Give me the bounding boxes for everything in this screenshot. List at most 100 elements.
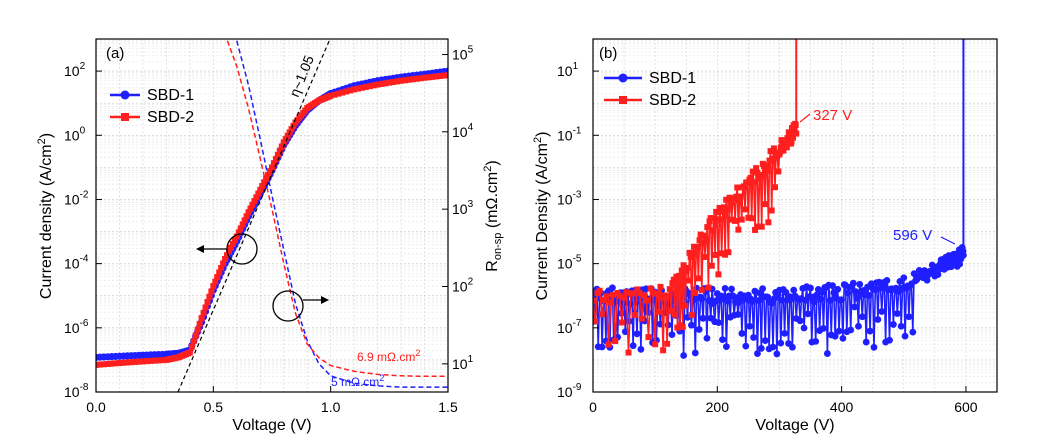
data-point [112,360,119,367]
data-point [247,205,254,212]
data-point [212,278,219,285]
data-point [116,360,123,367]
data-point [245,209,252,216]
panel-a-ron-curves [226,40,448,388]
data-point [222,255,229,262]
data-point [194,326,201,333]
data-point [274,151,281,158]
data-point [202,304,209,311]
legend-sbd2-marker [121,113,129,121]
data-point [136,358,143,365]
panel-b-ylabel: Current Density (A/cm2) [532,132,551,301]
x-tick-label: 0 [589,399,597,415]
y-tick-label: 10-6 [64,318,89,336]
ideality-fit-line [177,38,331,393]
data-point [772,184,779,191]
bv1-annotation: 596 V [893,227,932,244]
data-point [671,311,678,318]
data-point [251,198,258,205]
data-point [351,86,358,93]
data-point [196,320,203,327]
data-point [224,252,231,259]
y2-tick-label: 101 [452,354,474,372]
data-point [777,339,785,347]
data-point [901,332,909,340]
data-point [847,326,855,334]
data-point [401,77,408,84]
panel-b-ticks: 0 200 400 600 10-9 10-7 10-5 10-3 10-1 101 [557,61,978,415]
data-point [276,147,283,154]
data-point [229,240,236,247]
data-point [214,274,221,281]
data-point [394,78,401,85]
data-point [437,72,444,79]
legend-b-sbd1-marker [618,73,628,83]
data-point [259,183,266,190]
series-line-sbd-1 [593,247,965,356]
data-point [104,360,111,367]
panel-b-frame [592,38,998,393]
ron1-annotation: 5 mΩ.cm2 [331,373,384,389]
data-point [445,72,448,79]
data-point [210,283,217,290]
data-point [366,83,373,90]
data-point [652,341,659,348]
data-point [147,357,154,364]
data-point [358,84,365,91]
data-point [386,79,393,86]
data-point [272,156,279,163]
data-point [703,334,711,342]
data-point [347,87,354,94]
y-tick-label: 101 [557,61,579,79]
data-point [188,343,195,350]
data-point [417,75,424,82]
data-point [378,80,385,87]
y-tick-label: 10-3 [557,189,582,207]
data-point [263,175,270,182]
y-tick-label: 10-9 [557,382,582,400]
data-point [735,226,742,233]
data-point [243,213,250,220]
data-point [186,349,193,356]
data-point [233,233,240,240]
data-point [269,164,275,171]
y-tick-label: 10-2 [64,189,89,207]
data-point [159,357,166,364]
data-point [765,219,772,226]
data-point [204,299,211,306]
data-point [108,360,115,367]
legend-sbd1-marker [120,90,130,100]
data-point [257,186,264,193]
legend-a-sbd2: SBD-2 [147,109,194,126]
data-point [374,81,381,88]
data-point [433,73,440,80]
data-point [143,358,150,365]
panel-a-ylabel: Current density (A/cm2) [36,133,55,299]
data-point [742,342,750,350]
bv2-annotation: 327 V [813,107,852,124]
legend-a-sbd1: SBD-1 [147,87,194,104]
data-point [124,359,131,366]
x-tick-label: 1.5 [438,399,458,415]
data-point [598,343,606,351]
bv1-arrow-line [940,236,956,245]
legend-b-sbd1: SBD-1 [649,70,696,87]
data-point [335,90,342,97]
x-tick-label: 600 [954,399,978,415]
y-tick-label: 102 [64,61,86,79]
ron2-annotation: 6.9 mΩ.cm2 [357,348,420,364]
ron-curve [236,40,448,388]
x-tick-label: 200 [706,399,730,415]
data-point [284,132,291,139]
data-point [208,288,215,295]
data-point [593,297,596,304]
data-point [282,136,289,143]
data-point [382,80,389,87]
data-point [265,171,272,178]
data-point [190,338,197,345]
y2-tick-label: 105 [452,44,474,62]
data-point [261,179,268,186]
data-point [139,358,146,365]
data-point [216,269,223,276]
panel-a-xlabel: Voltage (V) [232,417,311,434]
